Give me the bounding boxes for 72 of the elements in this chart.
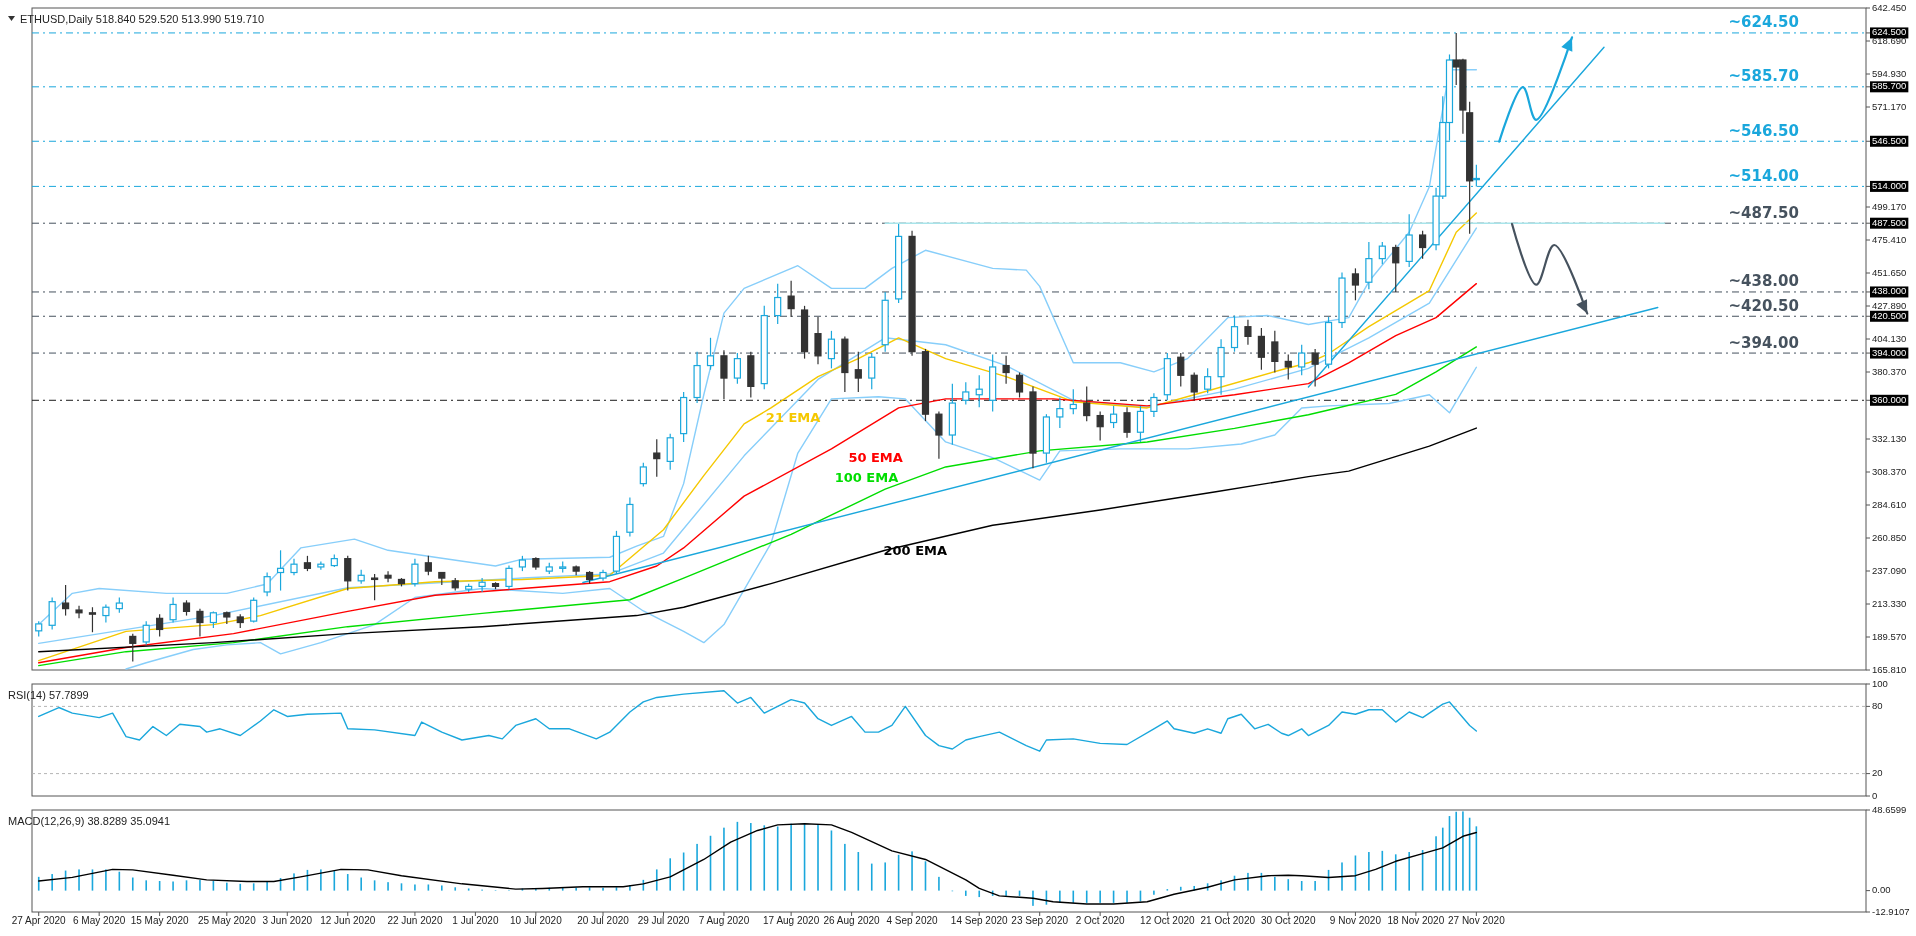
x-tick-label: 1 Jul 2020 [452, 915, 499, 926]
ref-line-label: ~394.00 [1728, 333, 1799, 352]
x-tick-label: 14 Sep 2020 [950, 915, 1009, 926]
ref-line-label: ~514.00 [1728, 166, 1799, 185]
y-tick-label: 237.090 [1872, 564, 1907, 576]
x-tick-label: 4 Sep 2020 [886, 915, 939, 926]
y-tick-label: 165.810 [1872, 663, 1907, 675]
ref-line-label: ~624.50 [1728, 13, 1799, 32]
y-tick-label: 100 [1872, 677, 1888, 689]
y-tick-label: 0.00 [1872, 884, 1891, 896]
y-tick-label: 642.450 [1872, 1, 1907, 13]
x-tick-label: 25 May 2020 [197, 915, 257, 926]
x-tick-label: 23 Sep 2020 [1011, 915, 1069, 926]
y-tick-label: 571.170 [1872, 100, 1907, 112]
x-tick-label: 6 May 2020 [73, 915, 126, 926]
x-tick-label: 27 Apr 2020 [11, 915, 67, 926]
series-label: 100 EMA [834, 470, 899, 486]
y-tick-label: 48.6599 [1872, 803, 1907, 815]
y-tick-label: 189.570 [1872, 630, 1907, 642]
y-tick-label: 0 [1872, 789, 1878, 801]
y-tick-label: 514.000 [1872, 179, 1907, 191]
x-tick-label: 20 Jul 2020 [577, 915, 630, 926]
y-tick-label: 332.130 [1872, 432, 1907, 444]
x-tick-label: 7 Aug 2020 [698, 915, 750, 926]
y-tick-label: -12.9107 [1872, 905, 1910, 917]
ref-line-label: ~438.00 [1728, 272, 1799, 291]
y-tick-label: 420.500 [1872, 309, 1907, 321]
y-tick-label: 438.000 [1872, 285, 1907, 297]
x-tick-label: 26 Aug 2020 [823, 915, 881, 926]
x-tick-label: 22 Jun 2020 [387, 915, 443, 926]
x-tick-label: 17 Aug 2020 [763, 915, 820, 926]
y-tick-label: 475.410 [1872, 233, 1907, 245]
x-tick-label: 2 Oct 2020 [1075, 915, 1126, 926]
y-tick-label: 585.700 [1872, 80, 1907, 92]
y-tick-label: 80 [1872, 699, 1883, 711]
y-tick-label: 394.000 [1872, 346, 1907, 358]
x-tick-label: 18 Nov 2020 [1387, 915, 1445, 926]
y-tick-label: 427.890 [1872, 299, 1907, 311]
x-tick-label: 27 Nov 2020 [1448, 915, 1506, 926]
y-tick-label: 308.370 [1872, 465, 1907, 477]
x-tick-label: 29 Jul 2020 [637, 915, 690, 926]
y-tick-label: 213.330 [1872, 597, 1907, 609]
x-tick-label: 30 Oct 2020 [1261, 915, 1316, 926]
y-tick-label: 487.500 [1872, 216, 1907, 228]
y-tick-label: 284.610 [1872, 498, 1907, 510]
y-tick-label: 404.130 [1872, 332, 1907, 344]
ref-line-label: ~585.70 [1728, 67, 1799, 86]
x-tick-label: 15 May 2020 [130, 915, 189, 926]
y-tick-label: 499.170 [1872, 200, 1907, 212]
y-tick-label: 451.650 [1872, 266, 1907, 278]
x-tick-label: 12 Oct 2020 [1140, 915, 1196, 926]
x-tick-label: 9 Nov 2020 [1329, 915, 1382, 926]
x-tick-label: 12 Jun 2020 [320, 915, 376, 926]
y-tick-label: 380.370 [1872, 365, 1907, 377]
x-tick-label: 21 Oct 2020 [1200, 915, 1256, 926]
x-tick-label: 3 Jun 2020 [262, 915, 313, 926]
series-label: 50 EMA [848, 449, 903, 465]
y-tick-label: 20 [1872, 767, 1883, 779]
series-label: 200 EMA [883, 543, 948, 559]
y-tick-label: 594.930 [1872, 67, 1907, 79]
y-tick-label: 360.000 [1872, 393, 1907, 405]
ref-line-label: ~546.50 [1728, 121, 1799, 140]
y-tick-label: 260.850 [1872, 531, 1907, 543]
chart-title: RSI(14) 57.7899 [8, 689, 89, 701]
ref-line-label: ~487.50 [1728, 203, 1799, 222]
text: ETHUSD,Daily 518.840 529.520 513.990 519.710 [20, 13, 265, 25]
ref-line-label: ~420.50 [1728, 296, 1799, 315]
y-tick-label: 546.500 [1872, 134, 1907, 146]
text: MACD(12,26,9) 38.8289 35.0941 [8, 815, 171, 827]
series-label: 21 EMA [765, 409, 821, 425]
y-tick-label: 624.500 [1872, 26, 1907, 38]
x-tick-label: 10 Jul 2020 [509, 915, 563, 926]
